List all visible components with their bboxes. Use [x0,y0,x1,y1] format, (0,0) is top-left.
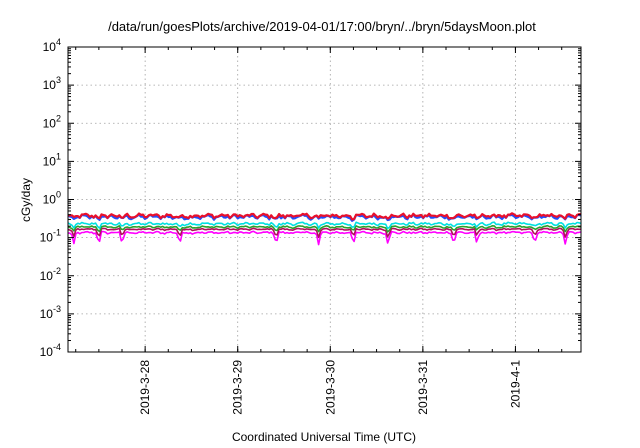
series-line [67,224,582,233]
y-tick-label: 104 [43,37,61,54]
y-axis: 10-4 10-3 10-2 10-1 100 101 102 103 104 [40,37,581,359]
x-tick-label: 2019-3-29 [231,360,245,415]
y-tick-label: 10-4 [40,342,61,359]
y-tick-label: 10-1 [40,228,61,245]
y-tick-label: 101 [43,151,61,168]
x-tick-label: 2019-3-31 [416,360,430,415]
y-tick-label: 10-3 [40,304,61,321]
chart-title: /data/run/goesPlots/archive/2019-04-01/1… [108,19,536,34]
y-tick-label: 103 [43,75,61,92]
x-tick-label: 2019-3-30 [323,360,337,415]
x-axis: 2019-3-28 2019-3-29 2019-3-30 2019-3-31 2019… [75,47,563,415]
y-tick-label: 100 [43,190,61,207]
series-line [67,230,582,246]
x-tick-label: 2019-3-28 [138,360,152,415]
series-line [67,212,582,221]
x-axis-label: Coordinated Universal Time (UTC) [232,430,416,444]
grid-layer [68,47,581,352]
y-tick-label: 10-2 [40,266,61,283]
series-line [67,221,582,230]
y-tick-label: 102 [43,113,61,130]
series-layer [67,212,582,246]
x-tick-label: 2019-4-1 [508,360,522,408]
y-axis-label: cGy/day [19,178,33,222]
series-line [67,227,582,239]
